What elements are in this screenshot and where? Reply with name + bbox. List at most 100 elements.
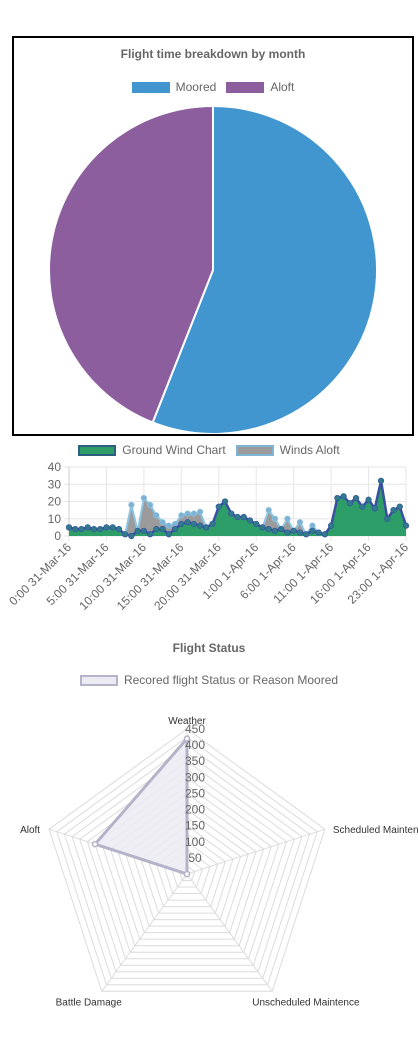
radar-chart-title: Flight Status: [172, 641, 246, 655]
data-point: [122, 531, 129, 538]
legend-label-winds-aloft: Winds Aloft: [279, 443, 340, 457]
radar-tick-label: 100: [185, 835, 205, 849]
pie-chart: [48, 104, 378, 434]
legend-label-aloft: Aloft: [270, 80, 295, 94]
data-point: [178, 512, 185, 519]
moored-swatch: [131, 81, 170, 93]
data-point: [265, 525, 272, 533]
data-point: [203, 524, 210, 531]
data-point: [309, 527, 316, 534]
data-point: [271, 515, 279, 522]
data-point: [328, 522, 335, 529]
data-point: [78, 525, 85, 533]
data-point: [153, 525, 160, 533]
legend-label-flight-status: Recored flight Status or Reason Moored: [123, 673, 339, 687]
legend-item-moored[interactable]: Moored: [131, 80, 217, 94]
data-point: [140, 527, 147, 534]
legend-item-aloft[interactable]: Aloft: [226, 80, 294, 94]
radar-spoke: [186, 828, 326, 875]
data-point: [178, 520, 185, 528]
data-point: [159, 519, 166, 526]
data-point: [240, 513, 247, 521]
pie-slice-moored: [151, 104, 378, 434]
data-point: [165, 531, 172, 538]
radar-axis-label: Weather: [168, 716, 206, 727]
y-tick-label: 0: [54, 529, 61, 543]
radar-grid-ring: [79, 760, 295, 966]
radar-tick-label: 150: [185, 819, 205, 833]
data-point: [284, 515, 291, 522]
legend-item-flight-status[interactable]: Recored flight Status or Reason Moored: [79, 673, 339, 687]
y-tick-label: 10: [48, 512, 62, 526]
data-point: [402, 522, 410, 529]
data-point: [321, 531, 328, 538]
radar-tick-label: 450: [185, 722, 205, 736]
x-tick-label: 10:00 31-Mar-16: [76, 540, 149, 613]
data-point: [147, 531, 154, 538]
winds-aloft-swatch: [235, 444, 274, 456]
data-point: [303, 531, 310, 538]
data-point: [153, 512, 160, 519]
radar-axis-label: Unscheduled Maintence: [252, 997, 360, 1008]
legend-label-moored: Moored: [175, 80, 217, 94]
data-point: [128, 501, 135, 509]
radar-spoke: [101, 873, 188, 992]
radar-chart-panel: 50 100 150 200 250 300 350 400 450 Weather Schedul…: [0, 630, 418, 1040]
data-point: [390, 507, 397, 514]
pie-legend: Moored Aloft: [14, 80, 412, 94]
data-point: [284, 529, 291, 536]
x-tick-label: 20:00 31-Mar-16: [151, 540, 224, 613]
radar-grid-ring: [86, 768, 288, 960]
data-point: [290, 527, 297, 534]
radar-spoke: [186, 873, 273, 992]
radar-series-area: [92, 734, 189, 877]
radar-tick-label: 200: [185, 803, 205, 817]
data-point: [65, 524, 73, 531]
aloft-swatch: [226, 81, 265, 93]
legend-item-winds-aloft[interactable]: Winds Aloft: [235, 443, 340, 457]
data-point: [115, 525, 123, 533]
data-point: [334, 494, 341, 502]
data-point: [359, 503, 366, 510]
radar-data-point: [183, 870, 191, 878]
data-point: [271, 527, 279, 534]
data-point: [259, 524, 266, 531]
data-point: [140, 494, 147, 502]
data-point: [365, 496, 372, 503]
data-point: [215, 503, 222, 510]
legend-item-ground-wind[interactable]: Ground Wind Chart: [78, 443, 226, 457]
x-tick-label: 15:00 31-Mar-16: [114, 540, 187, 613]
data-point: [84, 524, 91, 531]
radar-axis-label: Aloft: [20, 825, 40, 836]
y-tick-label: 40: [48, 460, 62, 474]
radar-data-point: [183, 735, 191, 742]
data-point: [97, 525, 104, 533]
radar-tick-label: 50: [188, 851, 202, 865]
data-point: [352, 494, 360, 502]
data-point: [315, 529, 322, 536]
data-point: [253, 520, 260, 528]
data-point: [190, 520, 197, 528]
data-point: [221, 498, 229, 505]
data-point: [228, 510, 235, 517]
data-point: [384, 515, 391, 522]
radar-grid-ring: [63, 744, 311, 979]
radar-tick-label: 400: [185, 738, 205, 752]
data-point: [165, 522, 172, 529]
data-point: [159, 525, 166, 533]
data-point: [346, 500, 353, 507]
data-point: [72, 525, 79, 533]
data-point: [196, 508, 204, 515]
data-point: [134, 527, 141, 534]
series-area-winds-aloft: [69, 480, 406, 536]
radar-tick-label: 300: [185, 770, 205, 784]
data-point: [147, 501, 154, 509]
wind-legend: Ground Wind Chart Winds Aloft: [0, 443, 418, 457]
radar-tick-label: 350: [185, 754, 205, 768]
radar-tick-label: 250: [185, 786, 205, 800]
data-point: [265, 507, 272, 514]
data-point: [296, 519, 304, 526]
legend-label-ground-wind: Ground Wind Chart: [122, 443, 226, 457]
radar-grid-ring: [48, 728, 326, 992]
